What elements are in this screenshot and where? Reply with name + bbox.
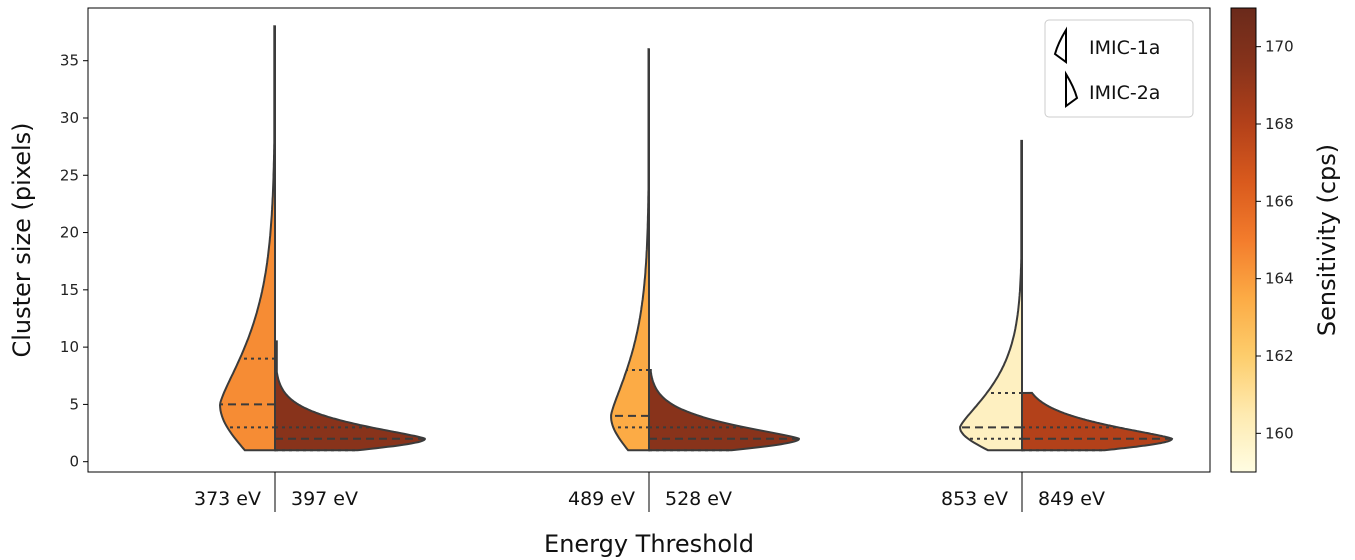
violin-left-1 [218,25,276,452]
y-tick-label: 0 [69,453,79,471]
legend-imic-2a-icon [1065,70,1079,108]
colorbar-title: Sensitivity (cps) [1313,144,1341,336]
violin-right-2 [648,368,800,452]
x-label-right: 528 eV [665,488,732,510]
x-label-left: 489 eV [568,488,635,510]
y-tick-label: 30 [60,109,79,127]
violin-right-1 [274,340,426,452]
colorbar-tick-label: 160 [1265,424,1294,442]
violin-left-3 [959,139,1023,452]
y-tick-label: 25 [60,166,79,184]
violin-left-2 [610,48,650,452]
x-label-right: 849 eV [1038,488,1105,510]
y-tick-label: 5 [69,395,79,413]
x-label-right: 397 eV [291,488,358,510]
colorbar-ticks: 160 162 164 166 168 170 [1256,38,1294,442]
y-axis: 0 5 10 15 20 25 30 35 [60,52,88,471]
y-tick-label: 15 [60,281,79,299]
legend: IMIC-1a IMIC-2a [1044,19,1194,118]
x-axis-title: Energy Threshold [544,530,754,558]
legend-imic-1a-label: IMIC-1a [1089,37,1160,59]
colorbar-tick-label: 164 [1265,270,1294,288]
y-tick-label: 20 [60,224,79,242]
colorbar: 160 162 164 166 168 170 Sensitivity (cps) [1230,7,1341,473]
x-label-left: 853 eV [941,488,1008,510]
legend-box [1044,19,1194,118]
violins-layer [218,25,1174,452]
y-tick-label: 35 [60,52,79,70]
y-axis-title: Cluster size (pixels) [8,122,36,357]
legend-imic-1a-icon [1053,26,1067,64]
violin-right-3 [1021,391,1174,452]
legend-imic-2a-label: IMIC-2a [1089,82,1160,104]
x-label-left: 373 eV [194,488,261,510]
colorbar-gradient [1230,7,1257,473]
colorbar-tick-label: 168 [1265,115,1294,133]
y-tick-label: 10 [60,338,79,356]
colorbar-tick-label: 166 [1265,192,1294,210]
colorbar-tick-label: 170 [1265,38,1294,56]
colorbar-tick-label: 162 [1265,347,1294,365]
x-axis: 373 eV 397 eV 489 eV 528 eV 853 eV 849 eV [194,472,1105,512]
